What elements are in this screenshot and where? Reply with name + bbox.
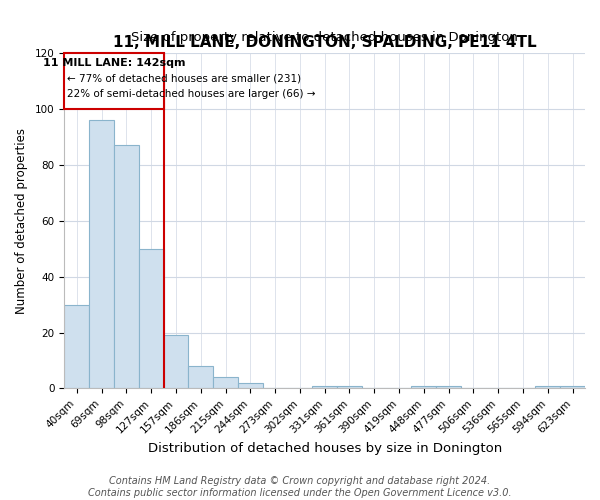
- Bar: [64, 52, 164, 108]
- Bar: [238, 383, 263, 388]
- Bar: [139, 248, 164, 388]
- Bar: [436, 386, 461, 388]
- Text: 11 MILL LANE: 142sqm: 11 MILL LANE: 142sqm: [43, 58, 185, 68]
- Bar: [164, 336, 188, 388]
- X-axis label: Distribution of detached houses by size in Donington: Distribution of detached houses by size …: [148, 442, 502, 455]
- Bar: [114, 145, 139, 388]
- Bar: [535, 386, 560, 388]
- Bar: [89, 120, 114, 388]
- Bar: [313, 386, 337, 388]
- Y-axis label: Number of detached properties: Number of detached properties: [15, 128, 28, 314]
- Bar: [188, 366, 213, 388]
- Text: Size of property relative to detached houses in Donington: Size of property relative to detached ho…: [131, 31, 518, 44]
- Text: 22% of semi-detached houses are larger (66) →: 22% of semi-detached houses are larger (…: [67, 89, 316, 99]
- Bar: [560, 386, 585, 388]
- Text: Contains HM Land Registry data © Crown copyright and database right 2024.
Contai: Contains HM Land Registry data © Crown c…: [88, 476, 512, 498]
- Bar: [213, 378, 238, 388]
- Bar: [64, 304, 89, 388]
- Text: ← 77% of detached houses are smaller (231): ← 77% of detached houses are smaller (23…: [67, 74, 301, 84]
- Bar: [412, 386, 436, 388]
- Bar: [337, 386, 362, 388]
- Title: 11, MILL LANE, DONINGTON, SPALDING, PE11 4TL: 11, MILL LANE, DONINGTON, SPALDING, PE11…: [113, 35, 536, 50]
